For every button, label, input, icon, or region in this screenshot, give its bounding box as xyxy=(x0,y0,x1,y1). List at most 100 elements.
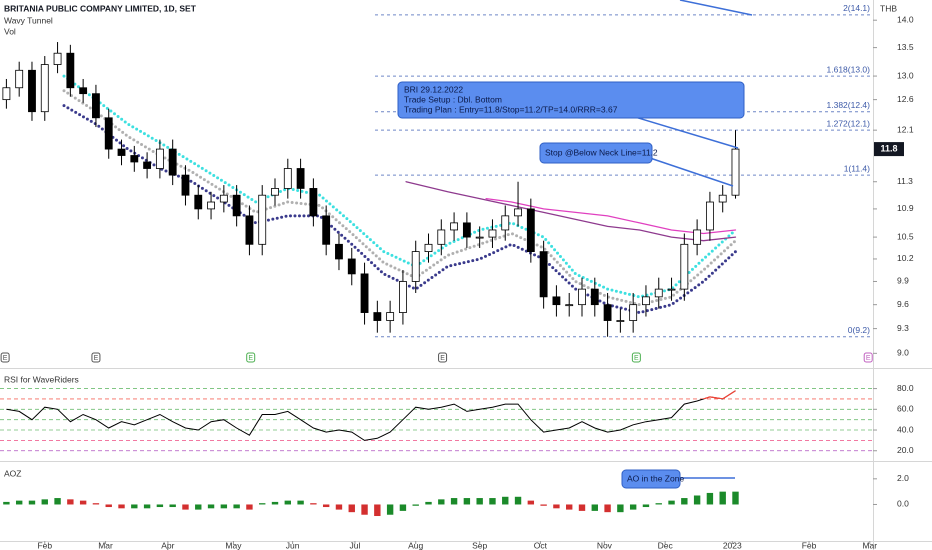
x-tick-label: Jun xyxy=(286,540,300,550)
ao-bar xyxy=(105,504,112,508)
ao-bar xyxy=(335,504,343,510)
candle-body xyxy=(309,188,318,217)
callout-box xyxy=(397,81,745,119)
candle-body xyxy=(335,243,343,260)
y-tick-label: 14.0 xyxy=(897,14,914,24)
y-tick-label: 10.2 xyxy=(897,253,914,263)
candle-body xyxy=(2,87,11,101)
fib-label: 1.382(12.4) xyxy=(827,100,871,110)
candle-body xyxy=(283,168,292,189)
y-tick-label: 10.9 xyxy=(897,203,914,213)
candle-body xyxy=(411,251,420,282)
candle-body xyxy=(526,208,535,253)
ao-bar xyxy=(399,504,407,511)
ao-bar xyxy=(169,504,176,508)
x-tick-label: Oct xyxy=(534,540,548,550)
ao-bar xyxy=(67,499,74,505)
candle-body xyxy=(501,215,510,231)
event-marker xyxy=(438,352,448,363)
y-tick-label: 9.3 xyxy=(897,323,909,333)
ao-bar xyxy=(118,504,125,509)
candle-body xyxy=(386,312,395,321)
indicator-label: Vol xyxy=(4,26,16,36)
y-tick-label: 60.0 xyxy=(897,404,914,414)
candle-body xyxy=(705,201,714,231)
moving-average xyxy=(485,197,737,235)
ao-bar xyxy=(220,504,228,509)
callout-box xyxy=(621,469,681,489)
ao-bar xyxy=(629,504,637,510)
candle-body xyxy=(565,304,574,307)
y-tick-label: 13.5 xyxy=(897,42,914,52)
callout-text: AO in the Zone xyxy=(627,473,684,483)
ao-bar xyxy=(412,504,419,506)
rsi-line xyxy=(6,390,736,441)
event-label: E xyxy=(94,355,99,362)
ao-bar xyxy=(271,501,279,505)
candle-body xyxy=(488,229,497,238)
ao-bar xyxy=(438,499,445,505)
y-tick-label: 20.0 xyxy=(897,445,914,455)
ao-bar xyxy=(41,499,48,505)
candle-body xyxy=(207,201,215,210)
ao-bar xyxy=(92,503,100,505)
candle-body xyxy=(539,251,548,298)
ao-bar xyxy=(502,496,509,505)
candle-body xyxy=(603,304,612,321)
ao-bar xyxy=(28,500,36,505)
ao-bar xyxy=(719,491,726,505)
ao-bar xyxy=(361,504,368,515)
ao-bar xyxy=(297,500,304,505)
indicator-label: Wavy Tunnel xyxy=(4,15,53,25)
ao-bar xyxy=(79,500,87,505)
event-marker xyxy=(246,352,256,363)
x-tick-label: Jul xyxy=(350,540,361,550)
fib-label: 0(9.2) xyxy=(848,325,870,335)
candle-body xyxy=(168,148,177,176)
symbol-title: BRITANIA PUBLIC COMPANY LIMITED, 1D, SET xyxy=(4,3,197,13)
candle-body xyxy=(450,222,459,231)
ao-bar xyxy=(195,504,202,510)
event-label: E xyxy=(440,355,445,362)
ao-bar xyxy=(207,504,215,509)
ao-bar xyxy=(156,504,164,508)
candle-body xyxy=(194,194,203,210)
candle-body xyxy=(424,243,433,253)
x-tick-label: May xyxy=(225,540,242,550)
ao-bar xyxy=(642,504,650,508)
ao-bar xyxy=(233,504,240,509)
candle-body xyxy=(654,288,663,298)
ao-bar xyxy=(681,498,688,505)
x-tick-label: Mar xyxy=(862,540,877,550)
x-tick-label: Dec xyxy=(658,540,674,550)
ao-bar xyxy=(15,500,23,505)
candle-body xyxy=(616,320,625,322)
y-tick-label: 9.6 xyxy=(897,299,909,309)
currency: THB xyxy=(880,3,897,13)
candle-body xyxy=(79,87,88,95)
ao-bar xyxy=(310,503,317,505)
trend-arrow xyxy=(679,0,753,16)
event-label: E xyxy=(3,355,8,362)
candle-body xyxy=(92,93,100,119)
event-marker xyxy=(0,352,10,363)
y-tick-label: 10.5 xyxy=(897,231,914,241)
event-marker xyxy=(631,352,641,363)
y-tick-label: 12.6 xyxy=(897,94,914,104)
x-tick-label: Mar xyxy=(98,540,113,550)
candle-body xyxy=(322,215,331,245)
candle-body xyxy=(680,243,689,290)
ao-bar xyxy=(3,501,10,505)
ao-bar xyxy=(668,500,675,505)
candle-body xyxy=(667,288,676,291)
ao-bar xyxy=(386,504,394,515)
callout-box xyxy=(539,142,653,164)
x-tick-label: Feb xyxy=(802,540,817,550)
candle-body xyxy=(258,194,267,245)
ao-bar xyxy=(489,498,496,505)
candle-body xyxy=(347,258,356,275)
candle-body xyxy=(117,148,126,156)
callout-text: Stop @Below Neck Line=11.2 xyxy=(545,147,658,157)
ao-bar xyxy=(706,492,714,505)
